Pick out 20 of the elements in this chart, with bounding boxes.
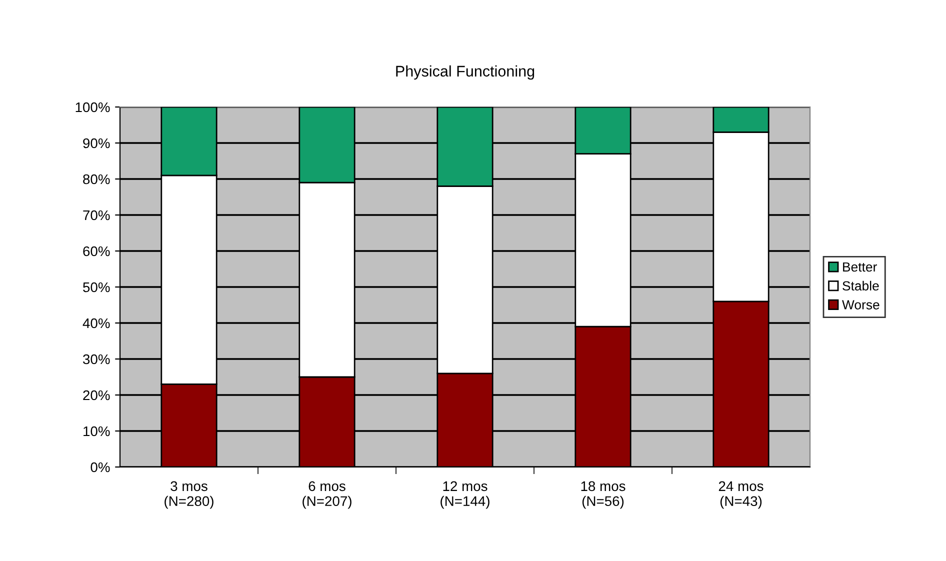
y-tick-label: 10% [84,426,110,436]
y-tick-label: 0% [90,462,110,472]
y-tick-label: 50% [83,282,110,292]
x-tick-label: 12 mos (N=144) [440,481,490,509]
y-tick-label: 40% [82,318,110,328]
legend-label: Worse [842,300,880,310]
y-tick-label: 80% [83,174,110,184]
legend-label: Better [843,262,877,272]
x-tick-label: 3 mos (N=280) [164,481,214,509]
y-tick-label: 100% [76,102,110,112]
x-tick-label: 6 mos (N=207) [302,481,352,509]
x-tick-label: 24 mos (N=43) [718,481,764,509]
chart-title: Physical Functioning [396,65,534,80]
y-tick-label: 70% [83,210,110,220]
x-tick-label: 18 mos (N=56) [581,481,626,509]
legend-label: Stable [842,280,879,291]
y-tick-label: 30% [83,354,110,364]
y-tick-label: 60% [83,246,110,256]
y-tick-label: 20% [83,390,110,400]
y-tick-label: 90% [83,138,110,148]
